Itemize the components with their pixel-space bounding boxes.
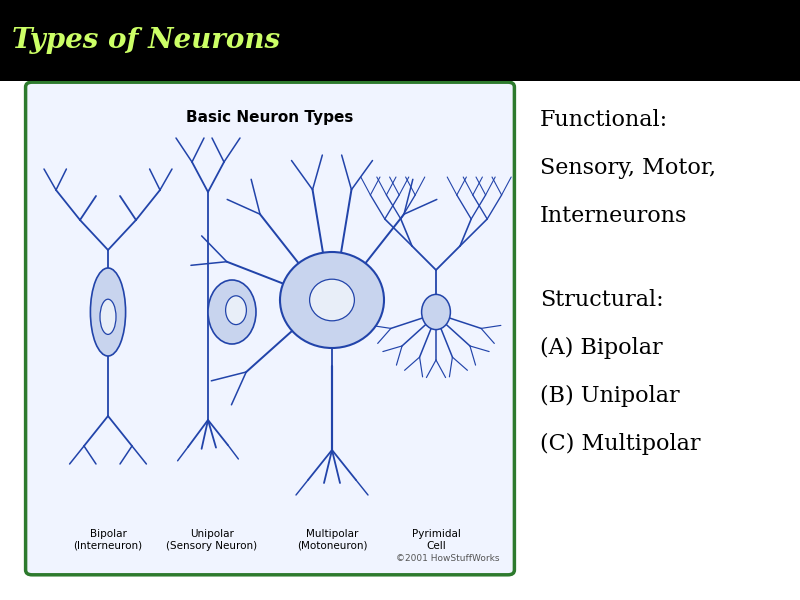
Ellipse shape bbox=[208, 280, 256, 344]
Text: Types of Neurons: Types of Neurons bbox=[12, 27, 280, 54]
Ellipse shape bbox=[90, 268, 126, 356]
Text: Functional:: Functional: bbox=[540, 109, 668, 131]
Bar bbox=[0, 0, 800, 81]
Ellipse shape bbox=[280, 252, 384, 348]
Text: Interneurons: Interneurons bbox=[540, 205, 687, 227]
Text: (C) Multipolar: (C) Multipolar bbox=[540, 433, 701, 455]
Text: ©2001 HowStuffWorks: ©2001 HowStuffWorks bbox=[397, 554, 500, 563]
Text: Sensory, Motor,: Sensory, Motor, bbox=[540, 157, 716, 179]
Text: Unipolar
(Sensory Neuron): Unipolar (Sensory Neuron) bbox=[166, 529, 258, 551]
Text: (B) Unipolar: (B) Unipolar bbox=[540, 385, 680, 407]
Text: Basic Neuron Types: Basic Neuron Types bbox=[186, 109, 354, 125]
Text: Pyrimidal
Cell: Pyrimidal Cell bbox=[411, 529, 461, 551]
Ellipse shape bbox=[422, 295, 450, 329]
Text: Multipolar
(Motoneuron): Multipolar (Motoneuron) bbox=[297, 529, 367, 551]
Ellipse shape bbox=[226, 296, 246, 325]
Ellipse shape bbox=[310, 279, 354, 321]
FancyBboxPatch shape bbox=[26, 82, 514, 575]
Text: Bipolar
(Interneuron): Bipolar (Interneuron) bbox=[74, 529, 142, 551]
Text: (A) Bipolar: (A) Bipolar bbox=[540, 337, 662, 359]
Text: Structural:: Structural: bbox=[540, 289, 664, 311]
Ellipse shape bbox=[100, 299, 116, 334]
